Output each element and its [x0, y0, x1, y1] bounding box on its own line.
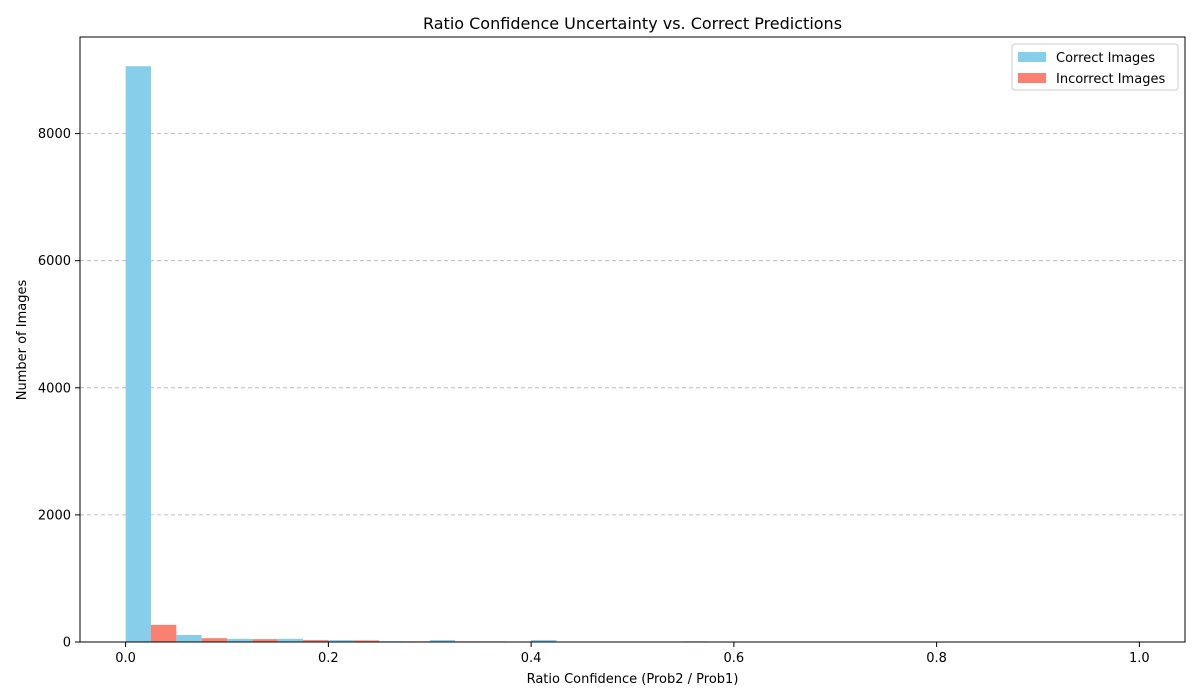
y-tick-label: 2000 [38, 508, 71, 523]
bar-incorrect-1 [201, 638, 227, 642]
bars-layer [125, 66, 1140, 642]
bar-incorrect-4 [353, 640, 380, 642]
plot-frame [79, 36, 1186, 643]
grid-layer [80, 133, 1185, 643]
legend: Correct Images Incorrect Images [1011, 43, 1179, 91]
y-tick-label: 8000 [38, 127, 71, 142]
x-tick-label: 0.8 [926, 651, 947, 666]
x-axis-label: Ratio Confidence (Prob2 / Prob1) [527, 672, 739, 687]
bar-correct-3 [277, 638, 304, 642]
legend-box [1011, 43, 1179, 91]
bar-correct-0 [125, 66, 151, 642]
x-tick-label: 0.6 [724, 651, 745, 666]
bar-incorrect-2 [252, 639, 278, 642]
bar-correct-6 [429, 640, 456, 642]
chart-title: Ratio Confidence Uncertainty vs. Correct… [423, 14, 842, 33]
x-tick-label: 0.0 [115, 651, 136, 666]
y-tick-label: 6000 [38, 254, 71, 269]
bar-correct-2 [226, 638, 253, 642]
legend-swatch-incorrect [1018, 73, 1046, 83]
bar-correct-1 [176, 635, 202, 642]
bar-incorrect-0 [150, 624, 177, 642]
x-tick-label: 0.2 [318, 651, 339, 666]
y-axis-label: Number of Images [15, 280, 30, 401]
y-tick-label: 4000 [38, 381, 71, 396]
legend-swatch-correct [1018, 52, 1046, 62]
legend-label-correct: Correct Images [1056, 51, 1155, 66]
x-tick-label: 1.0 [1129, 651, 1150, 666]
y-tick-label: 0 [63, 636, 71, 651]
bar-correct-8 [531, 640, 557, 642]
bar-correct-4 [328, 640, 354, 642]
ticks-layer: 0.0 0.2 0.4 0.6 0.8 1.0 0 2000 4000 6000 8000 [38, 127, 1150, 666]
legend-label-incorrect: Incorrect Images [1056, 72, 1165, 87]
bar-incorrect-3 [303, 640, 329, 642]
x-tick-label: 0.4 [521, 651, 542, 666]
